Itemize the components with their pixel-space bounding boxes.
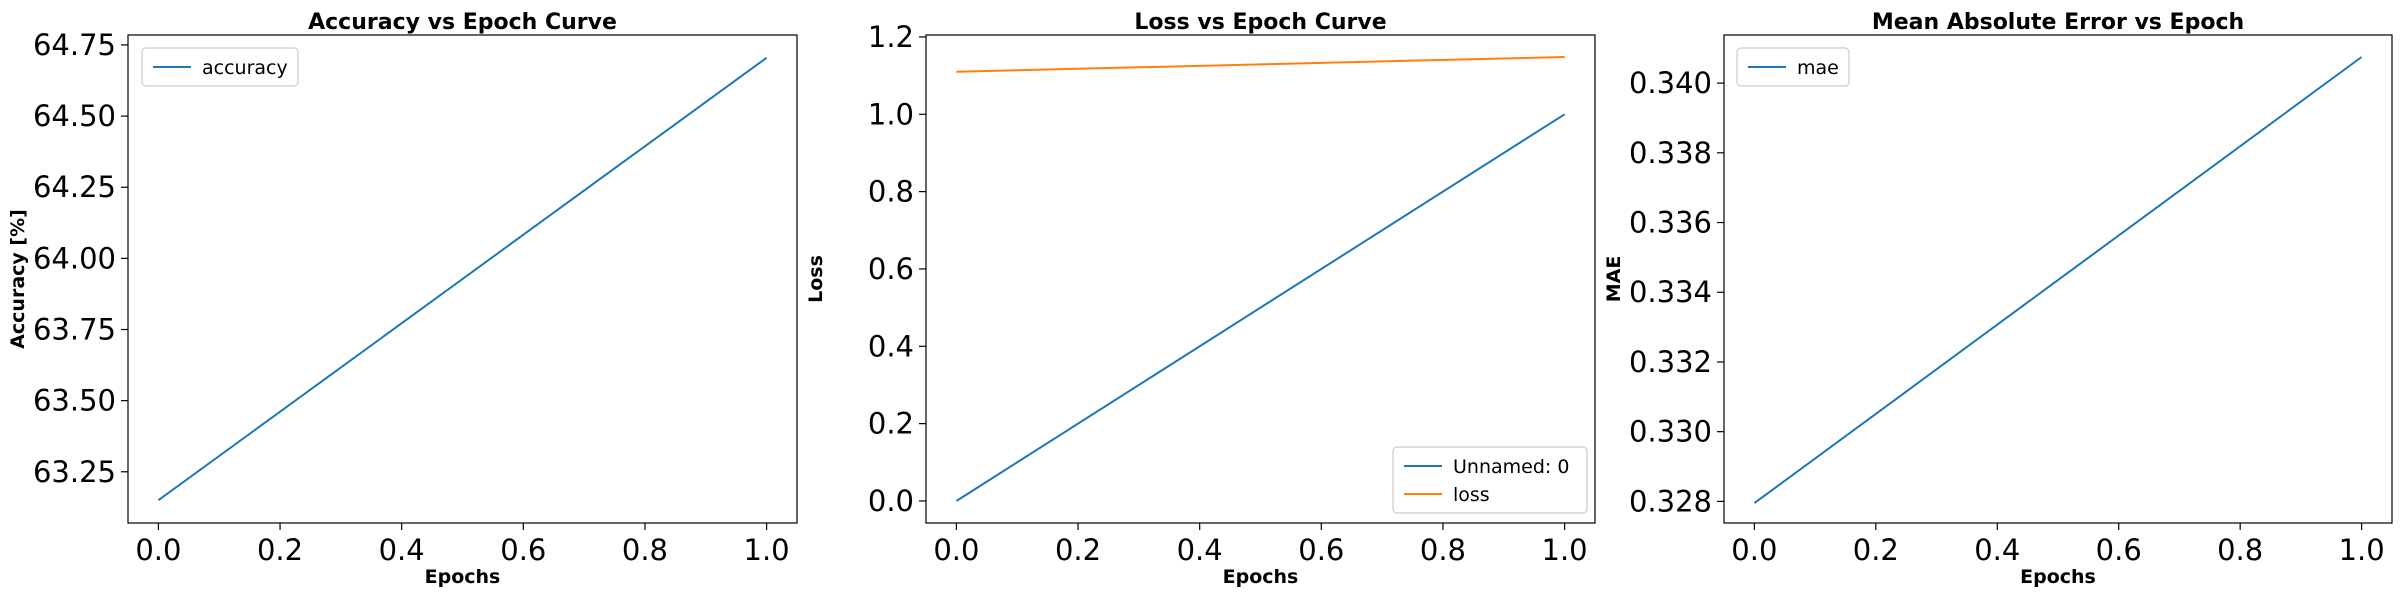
y-tick-label: 0.332 <box>1629 345 1712 379</box>
series-line-unnamed-0 <box>955 113 1566 502</box>
x-tick-label: 0.6 <box>1298 533 1344 567</box>
x-tick-label: 0.4 <box>1177 533 1223 567</box>
y-tick-label: 0.328 <box>1629 484 1712 518</box>
y-tick-label: 0.340 <box>1629 66 1712 100</box>
plot-frame <box>925 34 1596 524</box>
x-tick-label: 0.8 <box>622 533 668 567</box>
legend-box <box>141 47 299 87</box>
x-tick-label: 0.0 <box>1731 533 1777 567</box>
y-tick-label: 1.0 <box>868 97 914 131</box>
chart-title: Loss vs Epoch Curve <box>1134 10 1386 35</box>
series-line-mae <box>1753 56 2363 504</box>
x-tick-label: 0.2 <box>1055 533 1101 567</box>
y-tick-label: 64.25 <box>33 170 116 204</box>
x-tick-label: 0.4 <box>379 533 425 567</box>
y-axis-label: Accuracy [%] <box>7 209 29 349</box>
x-tick-label: 0.6 <box>500 533 546 567</box>
x-tick-label: 1.0 <box>1542 533 1588 567</box>
y-tick-label: 64.50 <box>33 99 116 133</box>
x-tick-label: 0.2 <box>1853 533 1899 567</box>
y-tick-label: 63.75 <box>33 313 116 347</box>
y-tick-label: 64.75 <box>33 28 116 62</box>
plot-frame <box>127 34 798 524</box>
y-tick-label: 63.50 <box>33 384 116 418</box>
y-tick-label: 0.334 <box>1629 275 1712 309</box>
y-tick-label: 63.25 <box>33 455 116 489</box>
series-line-loss <box>956 56 1565 73</box>
y-tick-label: 0.6 <box>868 252 914 286</box>
legend-label: loss <box>1453 484 1490 506</box>
x-axis-label: Epochs <box>2020 566 2096 588</box>
y-tick-label: 1.2 <box>868 20 914 54</box>
y-tick-label: 0.336 <box>1629 206 1712 240</box>
legend-label: Unnamed: 0 <box>1453 456 1569 478</box>
y-tick-label: 0.338 <box>1629 136 1712 170</box>
legend-label: accuracy <box>202 57 288 79</box>
y-axis-label: MAE <box>1603 256 1625 303</box>
y-tick-label: 64.00 <box>33 241 116 275</box>
y-tick-label: 0.8 <box>868 175 914 209</box>
y-tick-label: 0.4 <box>868 329 914 363</box>
chart-title: Mean Absolute Error vs Epoch <box>1872 10 2244 35</box>
x-tick-label: 0.6 <box>2096 533 2142 567</box>
legend-box <box>1392 446 1588 514</box>
x-tick-label: 0.4 <box>1974 533 2020 567</box>
x-tick-label: 0.2 <box>257 533 303 567</box>
x-tick-label: 1.0 <box>744 533 790 567</box>
x-axis-label: Epochs <box>1223 566 1299 588</box>
y-tick-label: 0.0 <box>868 484 914 518</box>
x-tick-label: 0.8 <box>2217 533 2263 567</box>
legend-box <box>1736 47 1850 87</box>
series-line-accuracy <box>157 56 768 502</box>
y-tick-label: 0.2 <box>868 407 914 441</box>
y-tick-label: 0.330 <box>1629 415 1712 449</box>
x-tick-label: 1.0 <box>2339 533 2385 567</box>
plot-frame <box>1723 34 2393 524</box>
x-tick-label: 0.0 <box>933 533 979 567</box>
chart-title: Accuracy vs Epoch Curve <box>308 10 617 35</box>
legend-label: mae <box>1797 57 1839 79</box>
x-tick-label: 0.8 <box>1420 533 1466 567</box>
x-tick-label: 0.0 <box>135 533 181 567</box>
y-axis-label: Loss <box>805 255 827 303</box>
x-axis-label: Epochs <box>425 566 501 588</box>
